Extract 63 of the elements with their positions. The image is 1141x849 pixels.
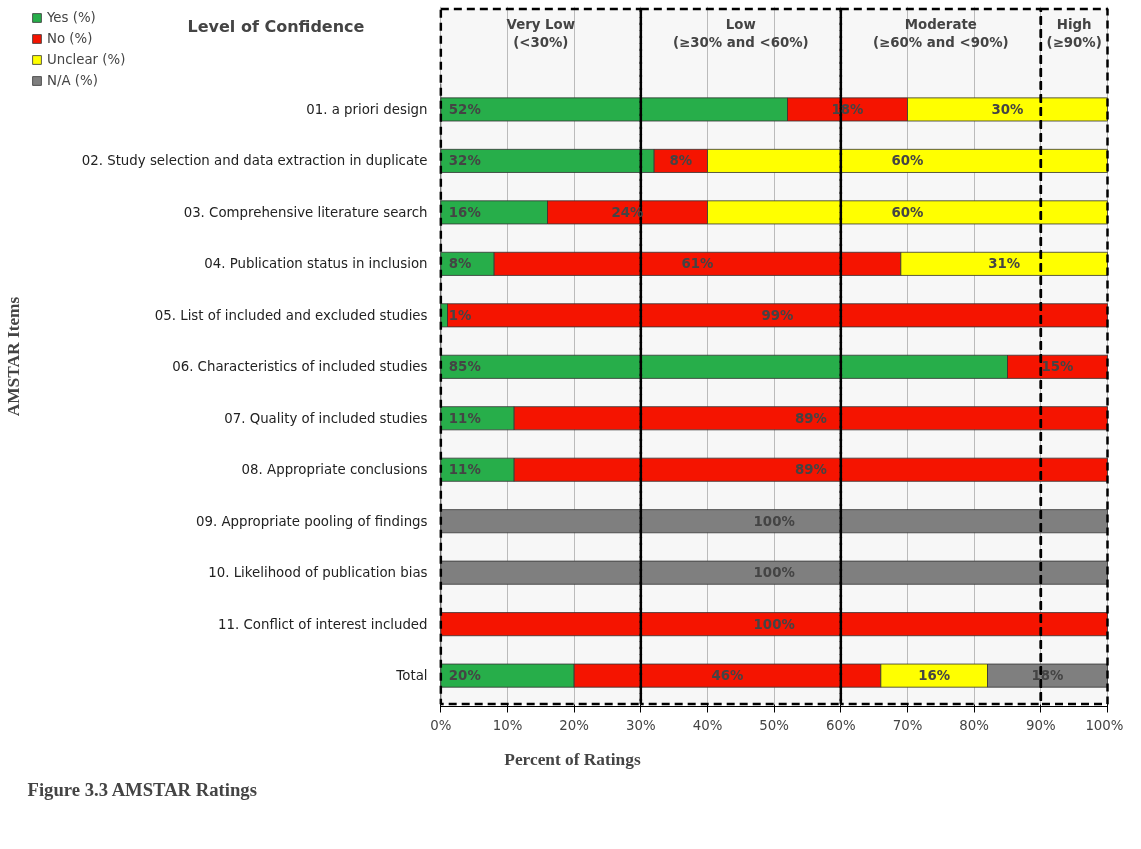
y-tick-label: Total (395, 668, 428, 684)
y-axis-title: AMSTAR Items (3, 296, 23, 417)
x-tick-label: 50% (759, 717, 789, 733)
data-label: 15% (1041, 359, 1074, 375)
data-label: 8% (448, 256, 472, 272)
legend-label: Yes (%) (47, 10, 96, 25)
data-label: 100% (753, 616, 795, 632)
legend-label: No (%) (47, 31, 93, 46)
x-tick-label: 90% (1026, 717, 1056, 733)
data-label: 60% (891, 153, 924, 169)
x-tick-label: 20% (559, 717, 589, 733)
y-tick-label: 07. Quality of included studies (224, 410, 428, 426)
band-label: Very Low (<30%) (506, 16, 576, 50)
caption: Figure 3.3 AMSTAR Ratings (27, 778, 257, 800)
data-label: 52% (448, 101, 481, 117)
band-label: Moderate (≥60% and <90%) (873, 16, 1009, 50)
x-axis-title: Percent of Ratings (504, 749, 641, 769)
data-label: 99% (761, 307, 794, 323)
data-label: 89% (794, 462, 827, 478)
data-label: 89% (794, 410, 827, 426)
data-label: 8% (669, 153, 693, 169)
data-label: 20% (448, 668, 481, 684)
y-tick-label: 11. Conflict of interest included (218, 616, 428, 632)
y-tick-label: 03. Comprehensive literature search (183, 204, 428, 220)
y-tick-label: 10. Likelihood of publication bias (208, 565, 428, 581)
data-label: 11% (448, 462, 481, 478)
x-tick-label: 0% (430, 717, 452, 733)
y-tick-label: 09. Appropriate pooling of findings (195, 513, 428, 529)
x-tick-label: 70% (892, 717, 923, 733)
data-label: 1% (448, 307, 472, 323)
legend-label: N/A (%) (47, 73, 98, 88)
band-label: High (≥90%) (1046, 16, 1102, 50)
data-label: 11% (448, 410, 481, 426)
bar (440, 560, 1108, 585)
bar (440, 509, 1108, 534)
data-label: 100% (753, 565, 795, 581)
legend-label: Unclear (%) (47, 52, 126, 67)
text: Level of Confidence (187, 16, 365, 36)
x-tick-label: 40% (692, 717, 723, 733)
x-tick-label: 30% (626, 717, 656, 733)
band-label: Low (≥30% and <60%) (673, 16, 809, 50)
data-label: 46% (711, 668, 744, 684)
x-tick-label: 80% (959, 717, 989, 733)
x-tick-label: 60% (826, 717, 856, 733)
bar (440, 612, 1108, 637)
y-tick-label: 05. List of included and excluded studies (154, 307, 428, 323)
data-label: 30% (991, 101, 1024, 117)
data-label: 100% (753, 513, 795, 529)
y-tick-label: 02. Study selection and data extraction in duplicate (81, 153, 428, 169)
x-tick-label: 10% (492, 717, 523, 733)
y-tick-label: 01. a priori design (306, 101, 428, 117)
data-label: 18% (1031, 668, 1064, 684)
y-tick-label: 08. Appropriate conclusions (241, 462, 428, 478)
x-tick-label: 100% (1085, 717, 1124, 733)
data-label: 16% (918, 668, 951, 684)
data-label: 16% (448, 204, 481, 220)
data-label: 85% (448, 359, 481, 375)
y-tick-label: 04. Publication status in inclusion (204, 256, 428, 272)
data-label: 31% (988, 256, 1021, 272)
y-tick-label: 06. Characteristics of included studies (172, 359, 428, 375)
data-label: 61% (681, 256, 714, 272)
data-label: 32% (448, 153, 481, 169)
data-label: 60% (891, 204, 924, 220)
